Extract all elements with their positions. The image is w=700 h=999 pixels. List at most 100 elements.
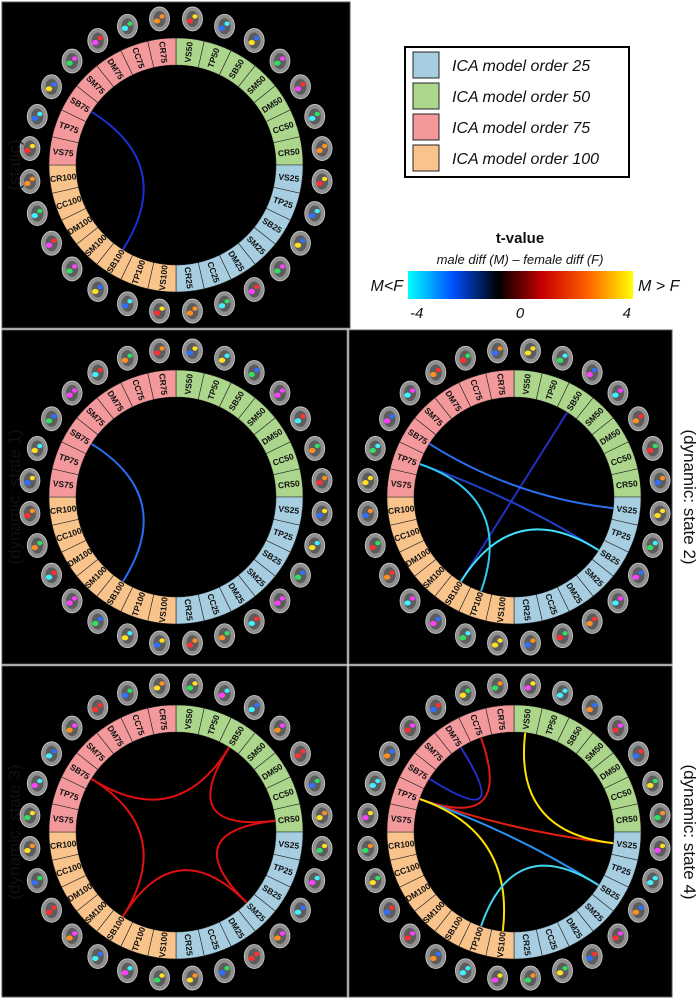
brain-thumbnail — [304, 771, 326, 796]
brain-thumbnail — [117, 623, 138, 649]
brain-thumbnail — [379, 562, 400, 588]
segment-label: CR25 — [183, 933, 195, 956]
segment-label: VS50 — [183, 373, 195, 395]
brain-thumbnail — [87, 277, 109, 302]
colorbar-tick-mid: 0 — [516, 305, 525, 322]
connection-sb100-sb25 — [460, 528, 599, 582]
legend-swatch-100 — [412, 144, 440, 172]
brain-thumbnail — [41, 74, 62, 100]
segment-label: CR75 — [495, 373, 507, 396]
segment-label: CR25 — [183, 266, 195, 289]
brain-thumbnail — [87, 695, 109, 720]
brain-thumbnail — [290, 741, 311, 767]
ring-segment-cr75 — [147, 37, 177, 68]
brain-thumbnail — [304, 868, 326, 893]
brain-thumbnail — [26, 868, 48, 893]
brain-thumbnail — [364, 436, 386, 461]
segment-label: VS50 — [183, 708, 195, 730]
legend-label-50: ICA model order 50 — [452, 89, 590, 106]
brain-thumbnail — [41, 897, 62, 923]
brain-thumbnail — [19, 501, 41, 526]
brain-thumbnail — [552, 345, 573, 371]
connection-sb75-dm75 — [429, 747, 483, 801]
connection-sb100-sm25 — [122, 869, 248, 917]
brain-thumbnail — [26, 201, 48, 226]
colorbar-title: t-value — [496, 230, 544, 247]
brain-thumbnail — [311, 803, 333, 828]
brain-thumbnail — [149, 6, 170, 32]
colorbar-gradient — [408, 271, 633, 299]
brain-thumbnail — [182, 673, 203, 699]
chord-panel-1: VS50 TP50 SB50SM50DM50CC50CR50VS25TP25SB25… — [19, 338, 333, 656]
colorbar-left-label: M<F — [371, 278, 405, 295]
panel-title-static: (static) — [5, 140, 24, 191]
brain-thumbnail — [19, 169, 41, 194]
brain-thumbnail — [487, 965, 508, 991]
segment-label: VS75 — [52, 478, 74, 490]
brain-thumbnail — [61, 256, 83, 282]
connection-tp100-sb25 — [480, 864, 599, 927]
brain-thumbnail — [455, 345, 476, 371]
brain-thumbnail — [290, 74, 311, 100]
legend-swatch-75 — [412, 113, 440, 141]
segment-label: VS50 — [183, 41, 195, 63]
brain-thumbnail — [552, 680, 573, 706]
brain-thumbnail — [19, 136, 41, 161]
brain-thumbnail — [649, 803, 671, 828]
brain-thumbnail — [87, 28, 109, 53]
ring-segment-cr75 — [485, 369, 515, 400]
segment-label: CR50 — [277, 146, 300, 158]
segment-label: CR100 — [50, 503, 78, 516]
brain-thumbnail — [311, 836, 333, 861]
connection-sb75-vs25 — [429, 443, 614, 510]
brain-thumbnail — [149, 630, 170, 656]
panel-title-state2: (dynamic: state 2) — [680, 429, 699, 564]
segment-label: CR75 — [157, 708, 169, 731]
segment-label: VS100 — [157, 596, 170, 623]
connection-sb75-sb50 — [91, 747, 230, 801]
brain-thumbnail — [399, 380, 421, 406]
brain-thumbnail — [607, 715, 629, 741]
brain-thumbnail — [642, 533, 664, 558]
connection-tp75-vs100 — [419, 798, 505, 932]
brain-thumbnail — [290, 897, 311, 923]
brain-thumbnail — [26, 436, 48, 461]
brain-thumbnail — [61, 380, 83, 406]
segment-label: CR75 — [495, 708, 507, 731]
segment-label: CR25 — [521, 933, 533, 956]
legend-frame — [404, 46, 630, 178]
segment-label: CR100 — [50, 838, 78, 851]
brain-thumbnail — [379, 406, 400, 432]
brain-thumbnail — [364, 533, 386, 558]
brain-thumbnail — [87, 609, 109, 634]
ring-segment-cr75 — [147, 369, 177, 400]
brain-thumbnail — [41, 562, 62, 588]
brain-thumbnail — [243, 360, 265, 385]
brain-thumbnail — [607, 380, 629, 406]
segment-label: CR75 — [157, 41, 169, 64]
chord-panel-4: VS50 TP50 SB50SM50DM50CC50CR50VS25TP25SB25… — [357, 673, 671, 991]
segment-label: VS100 — [157, 931, 170, 958]
brain-thumbnail — [243, 28, 265, 53]
colorbar-tick-min: -4 — [410, 305, 423, 322]
brain-thumbnail — [41, 741, 62, 767]
brain-thumbnail — [117, 13, 138, 39]
brain-thumbnail — [243, 695, 265, 720]
segment-label: VS50 — [521, 708, 533, 730]
brain-thumbnail — [269, 715, 291, 741]
brain-thumbnail — [61, 48, 83, 74]
connection-sb75-sb100 — [91, 443, 145, 582]
brain-thumbnail — [455, 958, 476, 984]
brain-thumbnail — [41, 406, 62, 432]
brain-thumbnail — [487, 673, 508, 699]
panel-title-state3: (dynamic: state 3) — [5, 764, 24, 899]
brain-thumbnail — [357, 501, 379, 526]
connection-sb50-sb100 — [460, 412, 568, 582]
ring-segment-cr75 — [147, 704, 177, 735]
brain-thumbnail — [214, 291, 235, 317]
brain-thumbnail — [628, 562, 649, 588]
brain-thumbnail — [269, 380, 291, 406]
brain-thumbnail — [269, 48, 291, 74]
segment-label: CR25 — [183, 598, 195, 621]
